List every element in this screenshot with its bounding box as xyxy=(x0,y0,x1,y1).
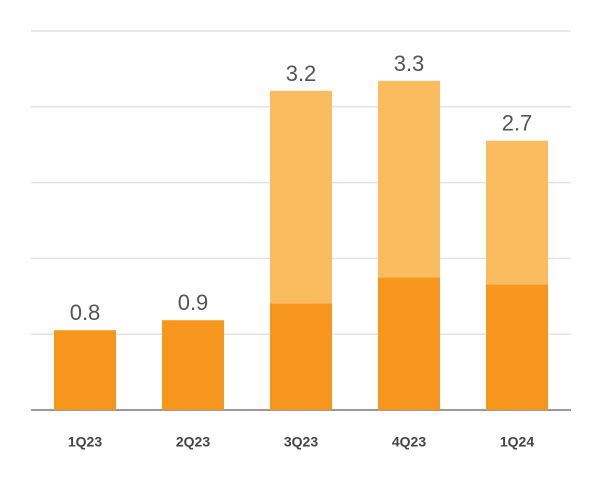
bar-segment xyxy=(54,330,116,410)
total-label: 0.9 xyxy=(178,290,209,315)
bar-segment xyxy=(378,80,440,278)
bar-segment xyxy=(486,284,548,410)
bar-segment xyxy=(270,303,332,410)
bar-segment xyxy=(162,320,224,410)
x-tick-label: 3Q23 xyxy=(284,434,318,450)
x-tick-label: 1Q24 xyxy=(500,434,534,450)
total-label: 2.7 xyxy=(502,111,533,136)
bar-segment xyxy=(270,90,332,304)
x-tick-label: 2Q23 xyxy=(176,434,210,450)
bar-segment xyxy=(378,277,440,410)
x-tick-label: 1Q23 xyxy=(68,434,102,450)
bar-segment xyxy=(486,140,548,285)
total-label: 3.2 xyxy=(286,61,317,86)
x-tick-label: 4Q23 xyxy=(392,434,426,450)
total-label: 0.8 xyxy=(70,300,101,325)
total-label: 3.3 xyxy=(394,51,425,76)
